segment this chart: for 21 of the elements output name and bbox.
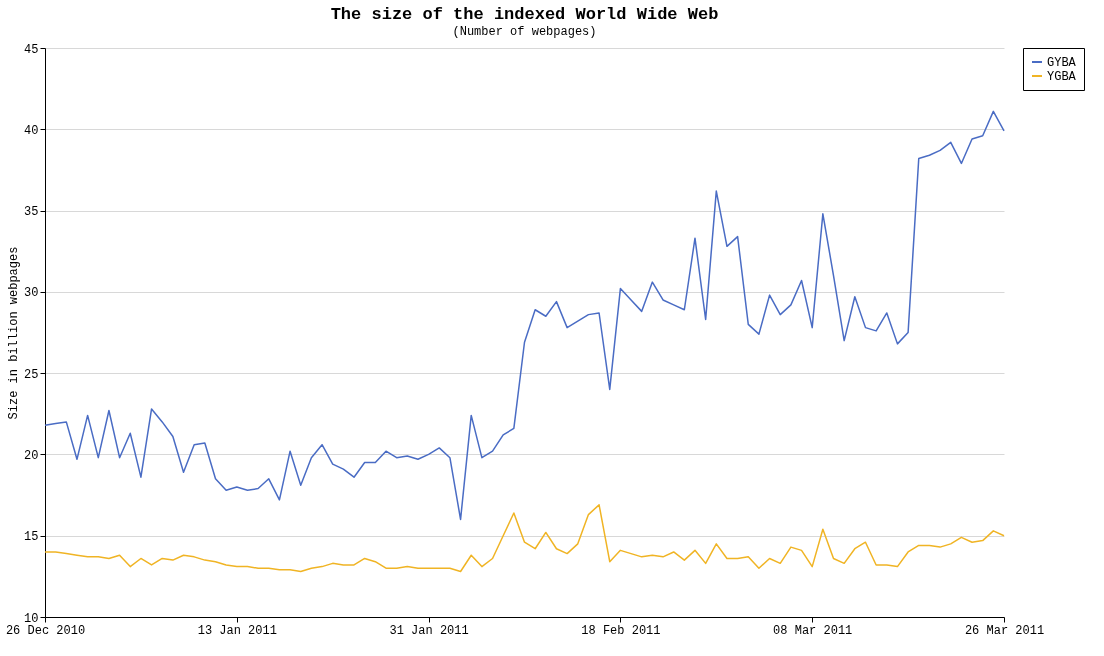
- legend-label: YGBA: [1047, 70, 1077, 84]
- line-series: [44, 110, 1005, 521]
- y-tick-label: 45: [24, 42, 39, 57]
- y-tick-label: 20: [24, 448, 39, 463]
- chart-title: The size of the indexed World Wide Web: [330, 5, 719, 24]
- x-tick-label: 26 Mar 2011: [964, 623, 1045, 638]
- x-tick-label: 26 Dec 2010: [5, 623, 86, 638]
- y-tick-label: 30: [24, 286, 39, 301]
- x-tick-label: 08 Mar 2011: [773, 623, 853, 638]
- line-series: [44, 504, 1005, 573]
- chart-subtitle: (Number of webpages): [452, 25, 597, 39]
- y-axis-title: Size in billion webpages: [7, 246, 22, 420]
- y-tick-label: 35: [24, 205, 39, 220]
- x-tick-label: 31 Jan 2011: [389, 623, 469, 638]
- y-tick-label: 40: [24, 123, 39, 138]
- legend-label: GYBA: [1047, 56, 1077, 70]
- y-tick-label: 15: [24, 530, 39, 545]
- y-tick-label: 25: [24, 367, 39, 382]
- y-tick-label: 10: [24, 611, 39, 626]
- x-tick-label: 13 Jan 2011: [197, 623, 277, 638]
- x-tick-label: 18 Feb 2011: [581, 623, 661, 638]
